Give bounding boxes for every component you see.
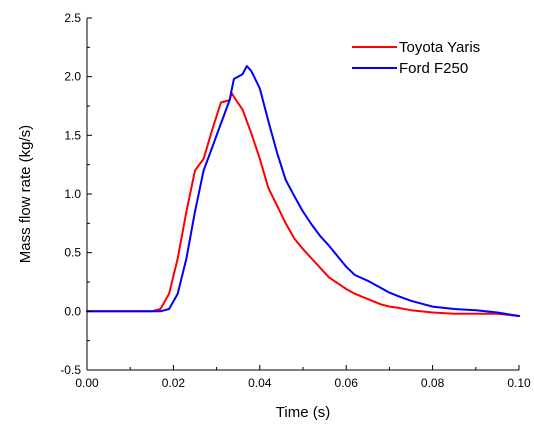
y-tick-label: 2.5 [64,11,81,25]
y-tick-label: 2.0 [64,70,81,84]
y-tick-label: 1.5 [64,128,81,142]
ticks: 0.00 0.02 0.04 0.06 0.08 0.10 -0.5 0.0 0.5 1.0 1.5… [60,11,531,390]
y-tick-label: 0.5 [64,246,81,260]
x-tick-label: 0.08 [421,376,445,390]
y-axis-title: Mass flow rate (kg/s) [17,125,34,263]
legend-label-2: Ford F250 [399,60,468,77]
x-tick-label: 0.10 [507,376,531,390]
x-tick-label: 0.04 [248,376,272,390]
x-tick-label: 0.06 [335,376,359,390]
y-tick-label: 0.0 [64,304,81,318]
legend-label-1: Toyota Yaris [399,39,480,56]
x-tick-label: 0.00 [75,376,99,390]
x-axis-title: Time (s) [276,404,330,421]
y-tick-label: 1.0 [64,187,81,201]
plot-area [86,65,520,317]
x-tick-label: 0.02 [162,376,186,390]
series-line-2 [86,65,520,317]
y-tick-label: -0.5 [60,363,81,377]
series-line-1 [86,92,520,317]
legend: Toyota Yaris Ford F250 [352,39,480,77]
